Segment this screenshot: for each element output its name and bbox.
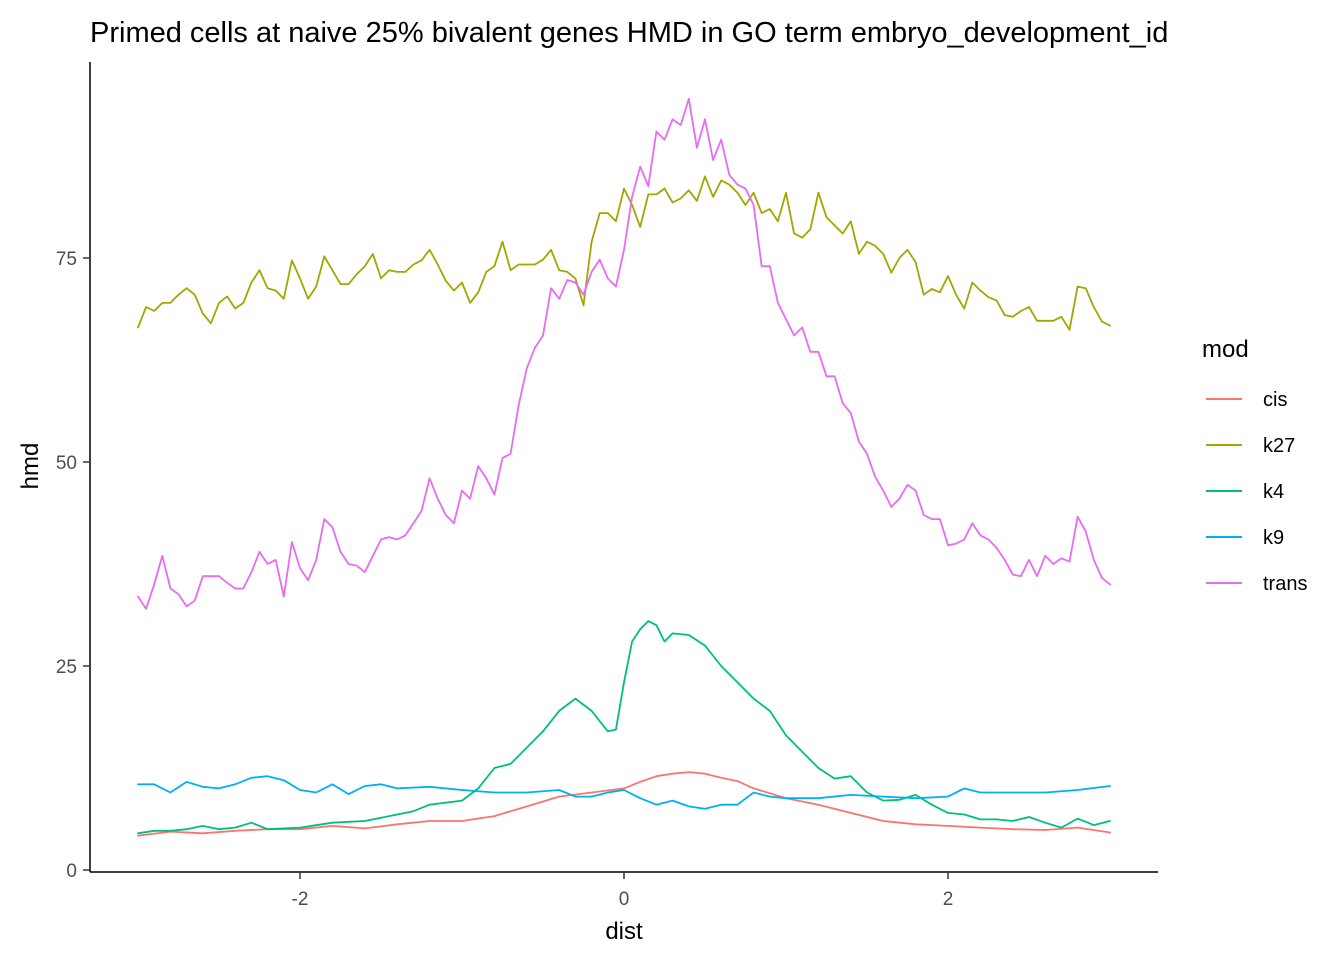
plot-area: -2 0 2 0 25 50 75 [56, 62, 1158, 910]
legend-item-k4: k4 [1206, 481, 1284, 503]
legend-label-k4: k4 [1263, 481, 1284, 503]
y-tick-label: 50 [56, 453, 77, 474]
y-axis-title: hmd [17, 443, 44, 490]
x-axis-ticks: -2 0 2 [292, 872, 954, 910]
series-line-k9 [137, 775, 1111, 810]
series-line-k4 [137, 620, 1111, 835]
legend-item-cis: cis [1206, 389, 1287, 411]
legend-label-cis: cis [1263, 389, 1287, 411]
legend-items: cis k27 k4 k9 trans [1206, 389, 1307, 595]
y-tick-label: 0 [66, 861, 77, 882]
legend-label-k9: k9 [1263, 527, 1284, 549]
series-layer [137, 98, 1111, 837]
x-tick-label: 0 [619, 889, 630, 910]
y-axis-ticks: 0 25 50 75 [56, 249, 90, 882]
x-tick-label: -2 [292, 889, 309, 910]
x-tick-label: 2 [943, 889, 954, 910]
y-tick-label: 75 [56, 249, 77, 270]
y-tick-label: 25 [56, 657, 77, 678]
series-line-cis [137, 771, 1111, 837]
legend-label-trans: trans [1263, 573, 1307, 595]
legend: mod cis k27 k4 k9 trans [1202, 336, 1307, 595]
legend-item-trans: trans [1206, 573, 1307, 595]
legend-item-k27: k27 [1206, 435, 1295, 457]
legend-label-k27: k27 [1263, 435, 1295, 457]
chart-title: Primed cells at naive 25% bivalent genes… [90, 17, 1168, 49]
series-line-trans [137, 98, 1111, 610]
series-line-k27 [137, 175, 1111, 331]
legend-title: mod [1202, 336, 1249, 363]
legend-item-k9: k9 [1206, 527, 1284, 549]
x-axis-title: dist [605, 918, 643, 945]
